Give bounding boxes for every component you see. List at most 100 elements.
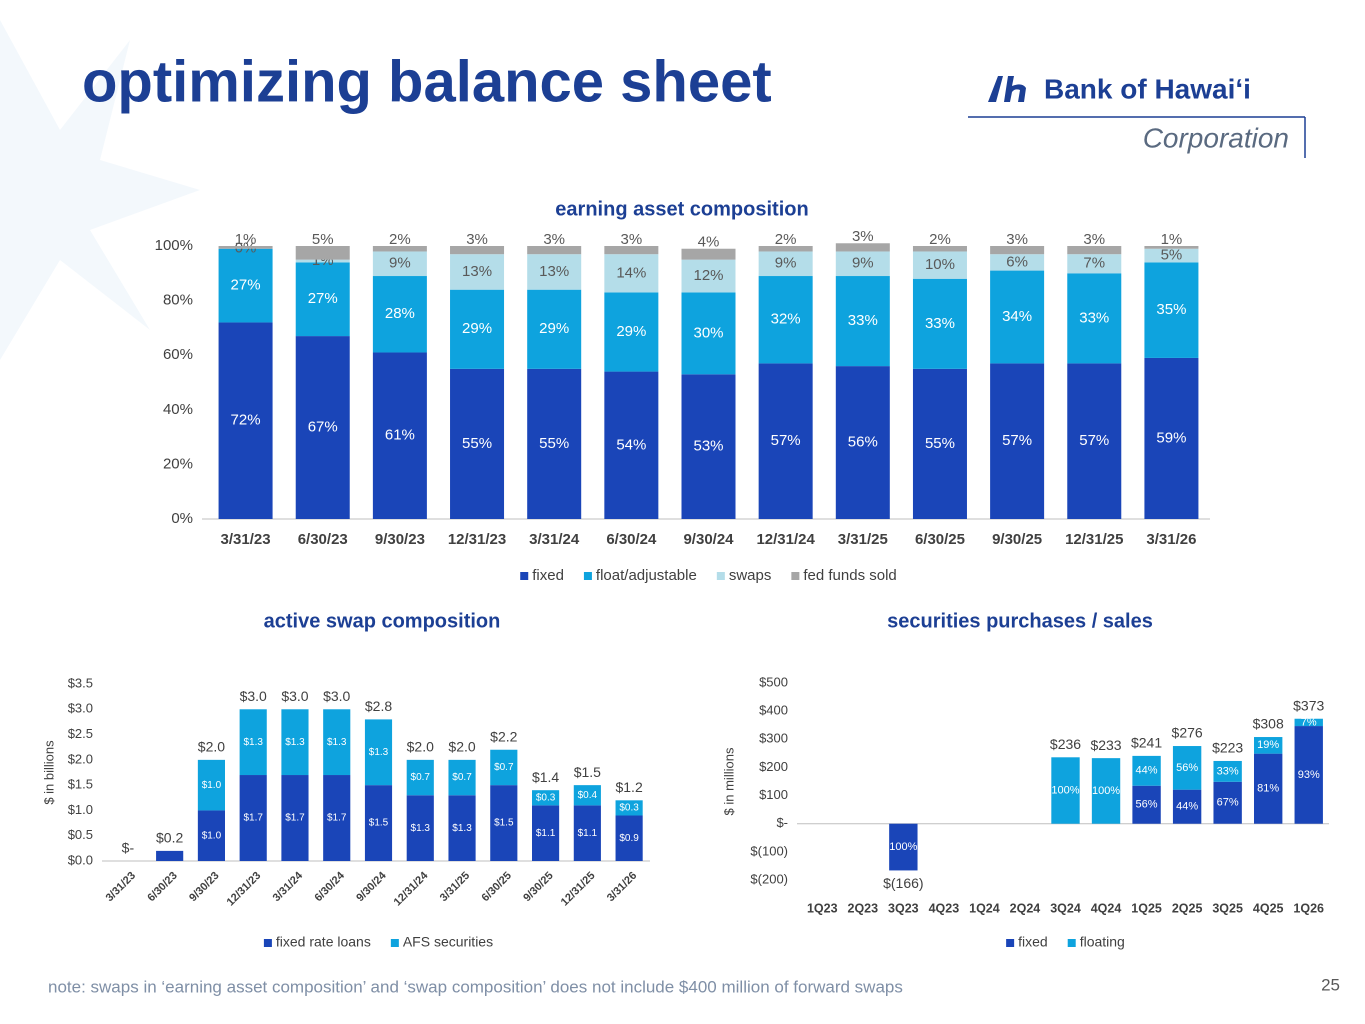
value-label: 3%: [1006, 231, 1028, 248]
bar-segment: [197, 759, 225, 811]
value-label: $0.4: [578, 790, 598, 801]
bar-segment: [372, 246, 427, 252]
bar-segment: [490, 749, 518, 786]
bar-segment: [912, 278, 967, 369]
bar-segment: [990, 246, 1045, 255]
bar-segment: [450, 246, 505, 255]
value-label: 57%: [771, 432, 801, 449]
value-label: 3%: [543, 231, 565, 248]
value-label: $1.5: [369, 818, 389, 829]
value-label: 93%: [1298, 769, 1320, 781]
legend-swatch: [390, 939, 399, 947]
value-label: 1%: [235, 231, 257, 248]
value-label: 32%: [771, 311, 801, 328]
value-label: 55%: [539, 435, 569, 452]
value-label: 3%: [852, 228, 874, 245]
total-label: $373: [1293, 697, 1324, 713]
bar-segment: [406, 759, 434, 796]
legend-label: swaps: [729, 567, 772, 584]
value-label: 44%: [1176, 801, 1198, 813]
bar-segment: [1254, 753, 1283, 824]
y-tick-label: $1.0: [68, 802, 93, 817]
x-tick-label: 1Q25: [1131, 901, 1162, 915]
bar-segment: [1144, 262, 1199, 358]
bar-segment: [527, 368, 582, 519]
value-label: 19%: [1257, 739, 1279, 751]
value-label: 100%: [1051, 784, 1079, 796]
x-tick-label: 3/31/24: [271, 869, 306, 904]
value-label: $1.1: [536, 828, 556, 839]
value-label: 29%: [462, 320, 492, 337]
bar-segment: [1294, 718, 1323, 727]
value-label: 33%: [925, 315, 955, 332]
y-tick-label: 0%: [171, 510, 193, 527]
x-tick-label: 12/31/24: [392, 869, 431, 908]
value-label: $1.3: [327, 737, 347, 748]
bar-segment: [990, 254, 1045, 271]
value-label: 9%: [852, 255, 874, 272]
bar-segment: [239, 709, 267, 776]
bar-segment: [372, 251, 427, 277]
y-tick-label: $500: [759, 674, 788, 689]
star-shape: [0, 20, 200, 360]
y-tick-label: $100: [759, 787, 788, 802]
bar-segment: [1067, 246, 1122, 255]
bar-segment: [573, 785, 601, 806]
bar-segment: [450, 254, 505, 290]
y-tick-label: $400: [759, 703, 788, 718]
bar-segment: [490, 785, 518, 861]
value-label: $1.3: [369, 747, 389, 758]
bar-segment: [295, 336, 350, 519]
y-tick-label: $200: [759, 759, 788, 774]
bar-segment: [450, 368, 505, 519]
y-tick-label: $3.5: [68, 675, 93, 690]
total-label: $2.8: [365, 698, 392, 714]
bar-segment: [1091, 758, 1121, 824]
value-label: $1.7: [327, 813, 347, 824]
legend-label: fed funds sold: [803, 567, 896, 584]
total-label: $276: [1172, 725, 1203, 741]
value-label: 61%: [385, 427, 415, 444]
legend-label: fixed rate loans: [276, 934, 371, 950]
bar-segment: [406, 795, 434, 861]
bar-segment: [1144, 246, 1199, 249]
bar-segment: [912, 368, 967, 519]
x-tick-label: 3Q24: [1050, 901, 1081, 915]
bar-segment: [681, 374, 736, 519]
x-tick-label: 3/31/24: [529, 531, 580, 548]
legend-swatch: [791, 572, 800, 580]
bar-segment: [1067, 363, 1122, 519]
legend-swatch: [583, 572, 592, 580]
bar-segment: [1294, 726, 1323, 824]
value-label: 9%: [775, 255, 797, 272]
bar-segment: [604, 254, 659, 293]
y-tick-label: 60%: [163, 346, 193, 363]
x-tick-label: 3/31/26: [1146, 531, 1196, 548]
bar-segment: [281, 775, 309, 861]
bar-segment: [835, 243, 890, 252]
legend-label: fixed: [1018, 934, 1048, 950]
x-tick-label: 12/31/23: [225, 870, 264, 909]
value-label: 53%: [693, 438, 723, 455]
bar-segment: [1132, 755, 1161, 786]
total-label: $(166): [883, 875, 923, 891]
total-label: $3.0: [240, 688, 267, 704]
total-label: $3.0: [281, 688, 308, 704]
total-label: $2.0: [407, 739, 434, 755]
bar-segment: [990, 363, 1045, 519]
bar-segment: [835, 251, 890, 277]
background-decoration: [0, 20, 200, 360]
x-tick-label: 6/30/25: [915, 531, 965, 548]
value-label: 57%: [1002, 432, 1032, 449]
page-number: 25: [1321, 975, 1340, 994]
value-label: 67%: [308, 419, 338, 436]
value-label: 35%: [1156, 301, 1186, 318]
value-label: $0.9: [619, 833, 639, 844]
bar-segment: [532, 805, 560, 861]
bar-segment: [1144, 357, 1199, 519]
value-label: 3%: [621, 231, 643, 248]
value-label: 100%: [889, 841, 917, 853]
bar-segment: [912, 246, 967, 252]
total-label: $-: [122, 840, 135, 856]
value-label: 56%: [1176, 762, 1198, 774]
